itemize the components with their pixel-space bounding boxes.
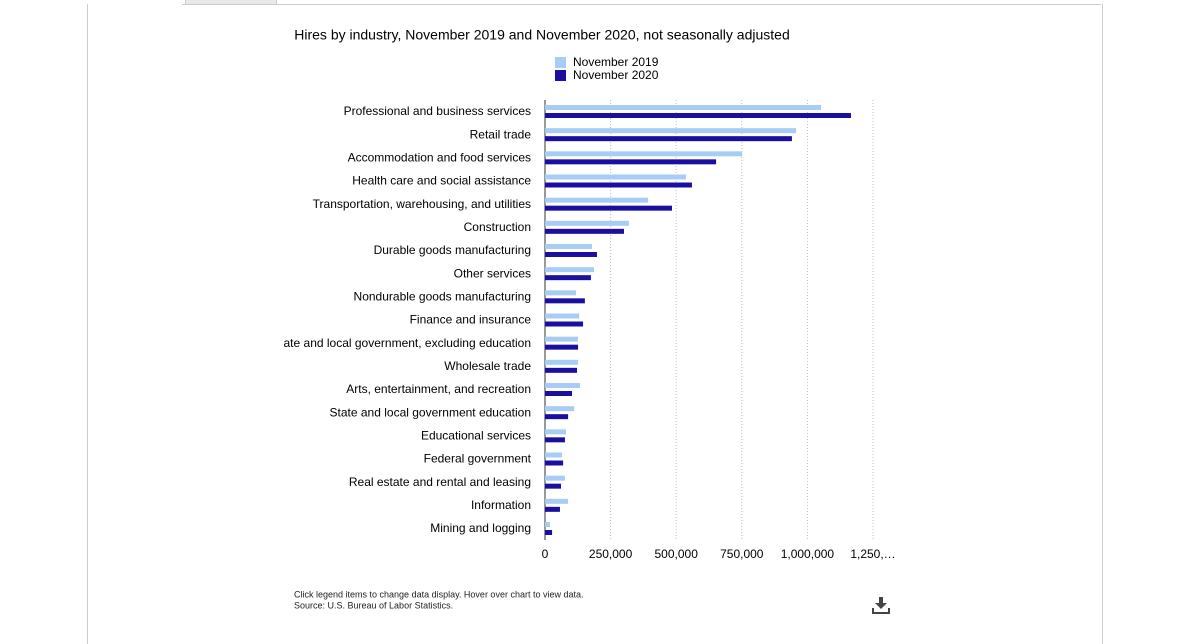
bar[interactable] bbox=[545, 313, 580, 319]
legend-swatch[interactable] bbox=[555, 57, 566, 68]
bar[interactable] bbox=[545, 252, 597, 257]
y-tick-label: ate and local government, excluding educ… bbox=[284, 336, 532, 350]
x-tick-label: 0 bbox=[542, 547, 549, 561]
legend-label[interactable]: November 2019 bbox=[573, 55, 659, 69]
bar[interactable] bbox=[545, 336, 579, 342]
bar[interactable] bbox=[545, 220, 629, 226]
bar[interactable] bbox=[545, 159, 717, 165]
y-tick-label: Retail trade bbox=[470, 127, 532, 141]
bar[interactable] bbox=[545, 498, 569, 504]
bar[interactable] bbox=[545, 298, 585, 304]
bar[interactable] bbox=[545, 275, 591, 281]
bar[interactable] bbox=[545, 367, 578, 373]
y-tick-label: Durable goods manufacturing bbox=[374, 243, 531, 257]
y-tick-label: Mining and logging bbox=[430, 521, 531, 535]
bar[interactable] bbox=[545, 406, 575, 412]
y-tick-label: Professional and business services bbox=[344, 104, 531, 118]
x-tick-label: 250,000 bbox=[589, 547, 633, 561]
bar[interactable] bbox=[545, 475, 565, 481]
x-tick-label: 500,000 bbox=[655, 547, 699, 561]
y-tick-label: Health care and social assistance bbox=[352, 174, 531, 188]
y-tick-label: Other services bbox=[454, 266, 531, 280]
bar[interactable] bbox=[545, 530, 553, 535]
bar[interactable] bbox=[545, 205, 673, 211]
bar[interactable] bbox=[545, 174, 686, 180]
bar[interactable] bbox=[545, 359, 579, 365]
x-tick-label: 1,250,… bbox=[850, 547, 895, 561]
panel-frame bbox=[87, 4, 1103, 644]
bar[interactable] bbox=[545, 437, 565, 443]
y-tick-label: Arts, entertainment, and recreation bbox=[346, 382, 531, 396]
y-tick-label: Real estate and rental and leasing bbox=[349, 475, 531, 489]
chart: Hires by industry, November 2019 and Nov… bbox=[284, 27, 896, 614]
bar[interactable] bbox=[545, 391, 573, 396]
x-tick-label: 750,000 bbox=[720, 547, 764, 561]
y-tick-label: Nondurable goods manufacturing bbox=[354, 290, 531, 304]
y-tick-label: Construction bbox=[464, 220, 531, 234]
bar[interactable] bbox=[545, 383, 580, 388]
y-tick-label: Transportation, warehousing, and utiliti… bbox=[313, 197, 531, 211]
page: {"chart_data": {"type": "bar", "orientat… bbox=[87, 0, 1103, 644]
legend-label[interactable]: November 2020 bbox=[573, 68, 659, 82]
y-tick-label: State and local government education bbox=[330, 405, 531, 419]
bar[interactable] bbox=[545, 460, 564, 466]
y-tick-label: Educational services bbox=[421, 429, 531, 443]
y-tick-label: Information bbox=[471, 498, 531, 512]
bar[interactable] bbox=[545, 136, 792, 142]
bar[interactable] bbox=[545, 506, 560, 512]
bar[interactable] bbox=[545, 290, 576, 296]
bar[interactable] bbox=[545, 151, 743, 157]
y-tick-label: Finance and insurance bbox=[410, 313, 532, 327]
tab[interactable] bbox=[185, 0, 277, 5]
bar[interactable] bbox=[545, 414, 569, 420]
y-tick-label: Accommodation and food services bbox=[348, 151, 531, 165]
note: Source: U.S. Bureau of Labor Statistics. bbox=[294, 600, 453, 610]
chart-title: Hires by industry, November 2019 and Nov… bbox=[294, 27, 789, 43]
bar[interactable] bbox=[545, 483, 562, 489]
y-tick-label: Wholesale trade bbox=[444, 359, 531, 373]
bar[interactable] bbox=[545, 244, 592, 249]
x-tick-label: 1,000,000 bbox=[781, 547, 835, 561]
bar[interactable] bbox=[545, 267, 595, 273]
y-tick-label: Federal government bbox=[424, 452, 532, 466]
legend-swatch[interactable] bbox=[555, 70, 566, 81]
bar[interactable] bbox=[545, 522, 550, 527]
note: Click legend items to change data displa… bbox=[294, 589, 583, 599]
bar[interactable] bbox=[545, 321, 584, 327]
bar[interactable] bbox=[545, 452, 563, 458]
download-icon[interactable] bbox=[872, 597, 890, 614]
bar[interactable] bbox=[545, 113, 851, 118]
bar[interactable] bbox=[545, 128, 797, 134]
bar[interactable] bbox=[545, 105, 822, 110]
bar[interactable] bbox=[545, 429, 566, 435]
bar[interactable] bbox=[545, 182, 692, 188]
bar[interactable] bbox=[545, 197, 649, 203]
bar[interactable] bbox=[545, 228, 624, 234]
panel-border bbox=[182, 4, 1101, 5]
bar[interactable] bbox=[545, 344, 579, 350]
